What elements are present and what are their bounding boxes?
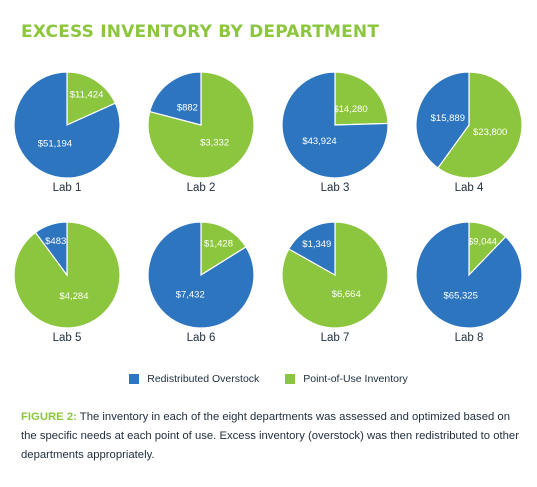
- pie-slice-lab-4-point-of-use: [437, 71, 523, 179]
- pie-slice-lab-3-point-of-use: [334, 71, 389, 126]
- legend-label-redistributed: Redistributed Overstock: [147, 373, 260, 385]
- slice-label-lab-8-redistributed: $65,325: [444, 291, 478, 302]
- pie-label-lab-1: Lab 1: [53, 182, 82, 194]
- slice-label-lab-7-point-of-use: $6,664: [332, 289, 361, 300]
- pie-slice-lab-3-redistributed: [281, 71, 389, 179]
- chart-title: EXCESS INVENTORY BY DEPARTMENT: [21, 22, 380, 42]
- slice-label-lab-1-redistributed: $51,194: [38, 139, 72, 150]
- pie-lab-1: $11,424 $51,194 Lab 1: [13, 71, 121, 194]
- caption-text: The inventory in each of the eight depar…: [21, 411, 519, 461]
- pie-label-lab-7: Lab 7: [321, 332, 350, 344]
- pie-slice-lab-1-redistributed: [13, 71, 121, 179]
- slice-label-lab-1-point-of-use: $11,424: [70, 90, 104, 101]
- legend: Redistributed Overstock Point-of-Use Inv…: [0, 373, 537, 385]
- legend-swatch-point-of-use: [285, 374, 296, 384]
- pie-slice-lab-1-point-of-use: [66, 71, 117, 126]
- pie-label-lab-3: Lab 3: [321, 182, 350, 194]
- slice-label-lab-8-point-of-use: $9,044: [468, 237, 497, 248]
- pie-lab-8: $9,044 $65,325 Lab 8: [415, 221, 523, 344]
- legend-swatch-redistributed: [129, 374, 140, 384]
- pie-slice-lab-2-redistributed: [148, 71, 202, 126]
- slice-label-lab-6-point-of-use: $1,428: [204, 238, 233, 249]
- slice-label-lab-4-point-of-use: $23,800: [473, 127, 507, 138]
- pie-lab-4: $23,800 $15,889 Lab 4: [415, 71, 523, 194]
- pie-slice-lab-7-redistributed: [288, 221, 336, 277]
- pie-lab-5: $4,284 $483 Lab 5: [13, 221, 121, 344]
- pie-lab-7: $6,664 $1,349 Lab 7: [281, 221, 389, 344]
- legend-label-point-of-use: Point-of-Use Inventory: [303, 373, 408, 385]
- figure-caption: FIGURE 2: The inventory in each of the e…: [21, 408, 519, 465]
- slice-label-lab-7-redistributed: $1,349: [302, 239, 331, 250]
- slice-label-lab-6-redistributed: $7,432: [176, 289, 205, 300]
- pie-slice-lab-6-point-of-use: [200, 221, 247, 277]
- legend-item-point-of-use: Point-of-Use Inventory: [285, 373, 408, 385]
- slice-label-lab-2-point-of-use: $3,332: [200, 138, 229, 149]
- slice-label-lab-3-redistributed: $43,924: [302, 136, 336, 147]
- caption-label: FIGURE 2:: [21, 411, 77, 423]
- pie-slice-lab-8-redistributed: [415, 221, 523, 329]
- legend-item-redistributed: Redistributed Overstock: [129, 373, 259, 385]
- slice-label-lab-3-point-of-use: $14,280: [333, 104, 367, 115]
- pie-label-lab-6: Lab 6: [187, 332, 216, 344]
- pie-lab-6: $1,428 $7,432 Lab 6: [147, 221, 255, 344]
- pie-label-lab-4: Lab 4: [455, 182, 484, 194]
- slice-label-lab-5-redistributed: $483: [45, 236, 66, 247]
- pie-slice-lab-5-redistributed: [34, 221, 68, 277]
- pie-label-lab-5: Lab 5: [53, 332, 82, 344]
- pie-slice-lab-4-redistributed: [415, 71, 470, 169]
- slice-label-lab-4-redistributed: $15,889: [431, 113, 465, 124]
- slice-label-lab-2-redistributed: $882: [177, 102, 198, 113]
- slice-label-lab-5-point-of-use: $4,284: [59, 291, 88, 302]
- pie-label-lab-2: Lab 2: [187, 182, 216, 194]
- pie-lab-2: $3,332 $882 Lab 2: [147, 71, 255, 194]
- pie-lab-3: $14,280 $43,924 Lab 3: [281, 71, 389, 194]
- pie-slice-lab-6-redistributed: [147, 221, 255, 329]
- pie-label-lab-8: Lab 8: [455, 332, 484, 344]
